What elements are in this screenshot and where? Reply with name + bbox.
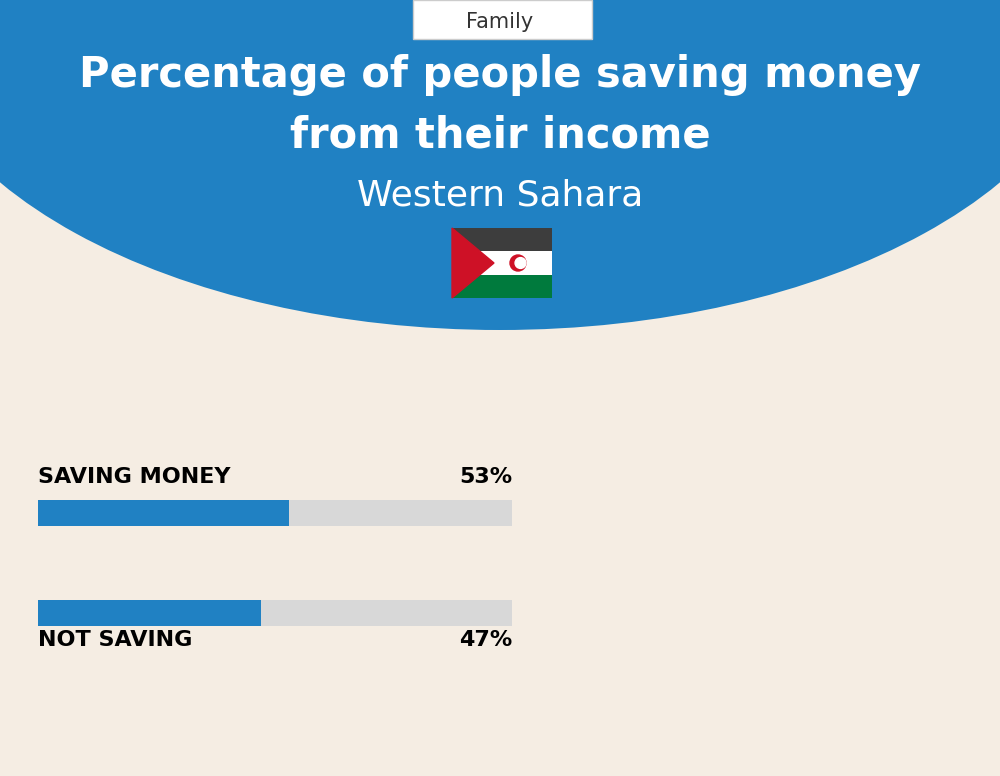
- Text: from their income: from their income: [290, 114, 710, 156]
- FancyBboxPatch shape: [38, 500, 289, 526]
- Circle shape: [515, 258, 526, 268]
- Text: NOT SAVING: NOT SAVING: [38, 630, 192, 650]
- FancyBboxPatch shape: [38, 600, 261, 626]
- Ellipse shape: [0, 0, 1000, 330]
- FancyBboxPatch shape: [452, 251, 552, 275]
- FancyBboxPatch shape: [289, 500, 512, 526]
- Text: Family: Family: [466, 12, 534, 32]
- FancyBboxPatch shape: [261, 600, 512, 626]
- Circle shape: [510, 255, 526, 271]
- Text: SAVING MONEY: SAVING MONEY: [38, 467, 230, 487]
- Text: 53%: 53%: [459, 467, 512, 487]
- Text: Percentage of people saving money: Percentage of people saving money: [79, 54, 921, 96]
- FancyBboxPatch shape: [452, 228, 552, 251]
- Text: Western Sahara: Western Sahara: [357, 178, 643, 212]
- Text: 47%: 47%: [459, 630, 512, 650]
- FancyBboxPatch shape: [452, 275, 552, 298]
- Polygon shape: [452, 228, 494, 298]
- FancyBboxPatch shape: [413, 0, 592, 39]
